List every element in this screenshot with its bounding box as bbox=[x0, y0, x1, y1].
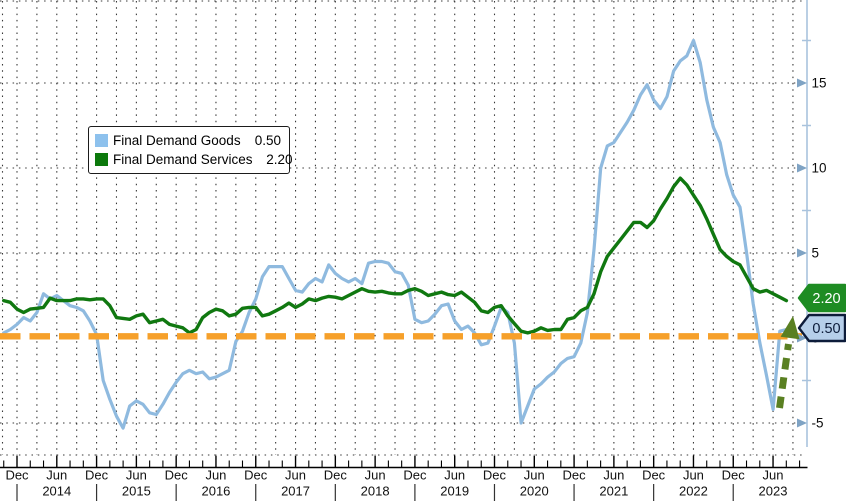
x-tick-label: Jun bbox=[683, 468, 704, 483]
y-axis-right: 151050-5 bbox=[797, 0, 827, 447]
x-tick-label: Dec bbox=[244, 468, 268, 483]
badge-services: 2.20 bbox=[797, 283, 846, 313]
x-year-label: 2015 bbox=[122, 484, 151, 499]
x-tick-label: Dec bbox=[642, 468, 666, 483]
x-tick-label: Dec bbox=[483, 468, 507, 483]
legend-value-goods: 0.50 bbox=[254, 133, 281, 148]
legend-item-goods: Final Demand Goods 0.50 bbox=[95, 131, 281, 150]
x-tick-label: Jun bbox=[603, 468, 624, 483]
x-year-label: 2020 bbox=[520, 484, 549, 499]
y-tick-label: -5 bbox=[812, 416, 824, 431]
x-year-label: 2023 bbox=[759, 484, 788, 499]
services-swatch-icon bbox=[95, 153, 108, 166]
goods-swatch-icon bbox=[95, 134, 108, 147]
legend-item-services: Final Demand Services 2.20 bbox=[95, 150, 293, 169]
svg-text:0.50: 0.50 bbox=[812, 321, 840, 337]
y-tick-label: 15 bbox=[812, 76, 827, 91]
x-year-label: 2014 bbox=[42, 484, 71, 499]
x-tick-label: Jun bbox=[524, 468, 545, 483]
x-tick-label: Dec bbox=[5, 468, 29, 483]
x-tick-label: Jun bbox=[285, 468, 306, 483]
x-tick-label: Dec bbox=[165, 468, 189, 483]
y-tick-label: 5 bbox=[812, 246, 820, 261]
services-line bbox=[2, 176, 789, 335]
chart-legend: Final Demand Goods 0.50 Final Demand Ser… bbox=[88, 126, 293, 174]
x-year-label: 2022 bbox=[679, 484, 708, 499]
trend-arrow bbox=[776, 316, 800, 409]
x-tick-label: Jun bbox=[763, 468, 784, 483]
grid bbox=[0, 0, 806, 456]
x-tick-label: Jun bbox=[205, 468, 226, 483]
svg-text:2.20: 2.20 bbox=[812, 291, 840, 307]
y-tick-label: 10 bbox=[812, 161, 827, 176]
x-year-label: 2021 bbox=[599, 484, 628, 499]
x-tick-label: Jun bbox=[46, 468, 67, 483]
x-tick-label: Jun bbox=[126, 468, 147, 483]
goods-line bbox=[2, 38, 789, 430]
x-year-label: 2017 bbox=[281, 484, 310, 499]
x-year-label: 2018 bbox=[361, 484, 390, 499]
x-tick-label: Dec bbox=[85, 468, 109, 483]
x-year-label: 2019 bbox=[440, 484, 469, 499]
x-tick-label: Dec bbox=[403, 468, 427, 483]
x-tick-label: Jun bbox=[444, 468, 465, 483]
legend-label-goods: Final Demand Goods bbox=[113, 133, 241, 148]
badge-goods: 0.50 bbox=[797, 313, 846, 343]
x-tick-label: Dec bbox=[324, 468, 348, 483]
legend-label-services: Final Demand Services bbox=[113, 152, 253, 167]
x-tick-label: Dec bbox=[562, 468, 586, 483]
x-year-label: 2016 bbox=[201, 484, 230, 499]
x-tick-label: Dec bbox=[722, 468, 746, 483]
x-tick-label: Jun bbox=[365, 468, 386, 483]
legend-value-services: 2.20 bbox=[266, 152, 293, 167]
